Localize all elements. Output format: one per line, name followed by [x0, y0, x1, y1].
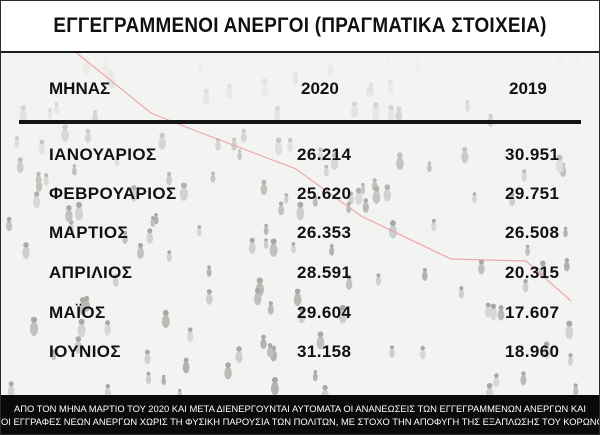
title-bar: ΕΓΓΕΓΡΑΜΜΕΝΟΙ ΑΝΕΡΓΟΙ (ΠΡΑΓΜΑΤΙΚΑ ΣΤΟΙΧΕ…	[1, 1, 599, 53]
row-value-2020: 28.591	[297, 263, 352, 282]
footer-line: ΑΠΟ ΤΟΝ ΜΗΝΑ ΜΑΡΤΙΟ ΤΟΥ 2020 ΚΑΙ ΜΕΤΑ ΔΙ…	[14, 402, 586, 414]
footer-note: ΑΠΟ ΤΟΝ ΜΗΝΑ ΜΑΡΤΙΟ ΤΟΥ 2020 ΚΑΙ ΜΕΤΑ ΔΙ…	[1, 395, 599, 434]
column-header-2019: 2019	[509, 79, 547, 98]
row-value-2019: 29.751	[505, 184, 560, 203]
row-value-2020: 31.158	[297, 342, 352, 361]
column-header-month: ΜΗΝΑΣ	[49, 79, 111, 98]
trend-line	[36, 20, 572, 302]
row-value-2019: 20.315	[505, 263, 560, 282]
row-value-2019: 17.607	[505, 303, 560, 322]
row-value-2020: 29.604	[297, 303, 352, 322]
page-title: ΕΓΓΕΓΡΑΜΜΕΝΟΙ ΑΝΕΡΓΟΙ (ΠΡΑΓΜΑΤΙΚΑ ΣΤΟΙΧΕ…	[53, 14, 547, 37]
row-month: ΜΑΪΟΣ	[49, 303, 106, 322]
column-header-2020: 2020	[301, 79, 339, 98]
row-value-2020: 26.214	[297, 145, 352, 164]
row-value-2020: 26.353	[297, 223, 352, 242]
row-month: ΙΑΝΟΥΑΡΙΟΣ	[49, 145, 157, 164]
row-month: ΑΠΡΙΛΙΟΣ	[49, 263, 133, 282]
row-month: ΜΑΡΤΙΟΣ	[49, 223, 129, 242]
row-value-2020: 25.620	[297, 184, 352, 203]
row-value-2019: 30.951	[505, 145, 560, 164]
header-rule	[19, 120, 581, 124]
row-value-2019: 26.508	[505, 223, 560, 242]
row-value-2019: 18.960	[505, 342, 560, 361]
footer-line: ΟΙ ΕΓΓΡΑΦΕΣ ΝΕΩΝ ΑΝΕΡΓΩΝ ΧΩΡΙΣ ΤΗ ΦΥΣΙΚΗ…	[1, 415, 600, 427]
row-month: ΦΕΒΡΟΥΑΡΙΟΣ	[49, 184, 177, 203]
row-month: ΙΟΥΝΙΟΣ	[49, 342, 122, 361]
